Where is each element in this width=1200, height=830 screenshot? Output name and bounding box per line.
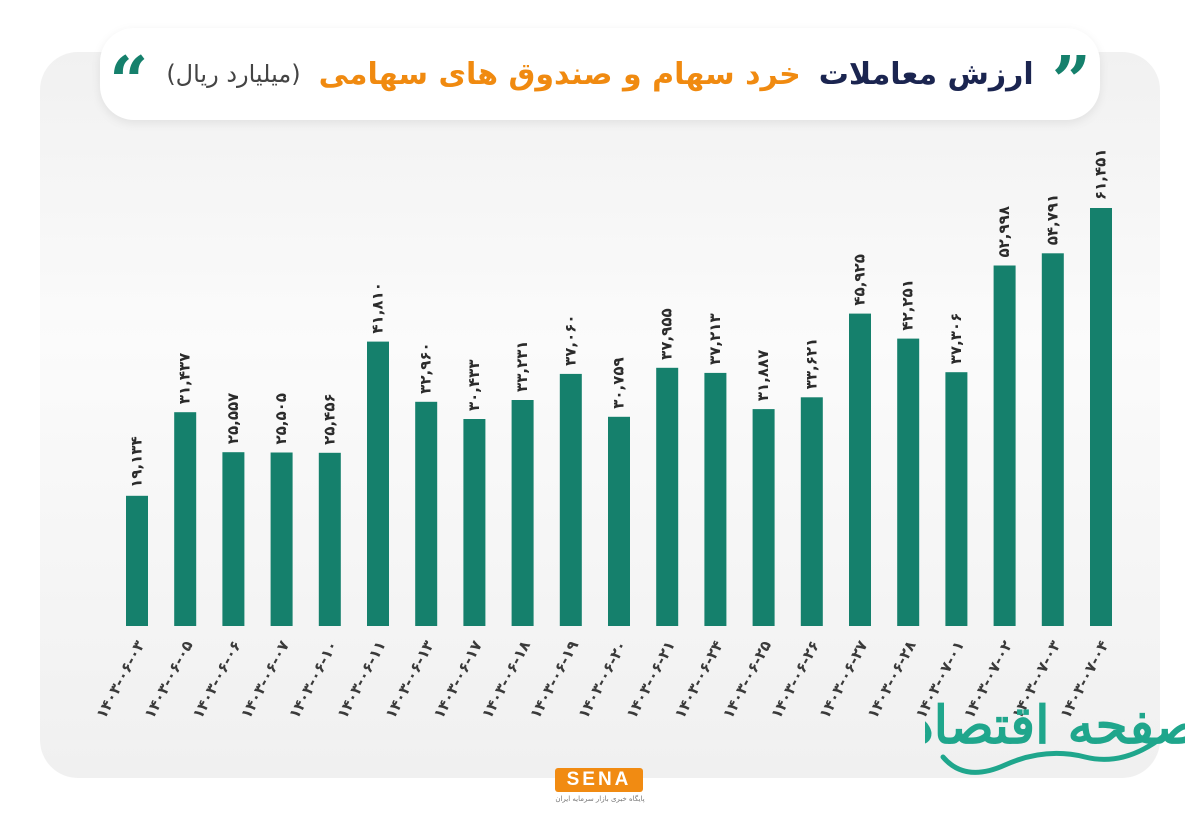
bar-19 <box>993 265 1016 626</box>
value-label: ۵۴,۷۹۱ <box>1043 194 1061 245</box>
watermark: صفحه اقتصاد <box>925 695 1185 775</box>
bar-21 <box>1090 208 1112 626</box>
category-label: ۱۴۰۳-۰۶-۰۳ <box>92 638 148 722</box>
category-label: ۱۴۰۳-۰۶-۰۵ <box>141 638 197 722</box>
value-label: ۲۵,۵۰۵ <box>272 393 290 444</box>
bar-17 <box>897 338 920 626</box>
bar-9 <box>511 400 534 626</box>
sena-subtitle: پایگاه خبری بازار سرمایه ایران <box>555 795 645 803</box>
value-label: ۴۵,۹۲۵ <box>851 254 869 305</box>
bar-5 <box>318 452 341 626</box>
value-label: ۴۲,۲۵۱ <box>899 279 917 330</box>
bar-10 <box>559 373 582 626</box>
category-label: ۱۴۰۳-۰۶-۲۴ <box>671 638 727 722</box>
category-label: ۱۴۰۳-۰۶-۲۶ <box>767 638 823 722</box>
value-label: ۳۰,۴۳۳ <box>465 360 483 411</box>
category-label: ۱۴۰۳-۰۶-۰۶ <box>189 638 245 722</box>
category-label: ۱۴۰۳-۰۶-۱۸ <box>478 638 534 722</box>
value-label: ۳۷,۹۵۵ <box>658 308 676 359</box>
value-label: ۲۵,۴۵۶ <box>320 393 338 444</box>
value-label: ۳۳,۶۲۱ <box>802 338 820 389</box>
value-label: ۳۱,۴۳۷ <box>176 353 194 404</box>
watermark-text: صفحه اقتصاد <box>925 695 1185 756</box>
bar-18 <box>945 372 968 626</box>
bar-15 <box>800 397 823 626</box>
value-label: ۳۳,۲۳۱ <box>513 340 531 391</box>
value-label: ۲۵,۵۵۷ <box>224 393 242 444</box>
category-label: ۱۴۰۳-۰۶-۲۸ <box>864 638 920 722</box>
bar-6 <box>367 341 389 626</box>
bar-13 <box>704 372 727 626</box>
title-part2: خرد سهام و صندوق های سهامی <box>318 56 801 92</box>
title-box: ” ارزش معاملات خرد سهام و صندوق های سهام… <box>100 28 1100 120</box>
bar-14 <box>752 409 775 626</box>
category-label: ۱۴۰۳-۰۶-۲۱ <box>623 638 679 722</box>
bar-12 <box>656 367 679 626</box>
value-label: ۳۷,۲۱۳ <box>706 313 724 364</box>
title-row: ” ارزش معاملات خرد سهام و صندوق های سهام… <box>100 48 1100 116</box>
category-label: ۱۴۰۳-۰۶-۰۷ <box>237 638 293 722</box>
value-label: ۳۲,۹۶۰ <box>417 342 435 393</box>
category-label: ۱۴۰۳-۰۶-۱۰ <box>285 638 341 722</box>
value-label: ۵۲,۹۹۸ <box>995 206 1013 257</box>
category-label: ۱۴۰۳-۰۶-۲۰ <box>574 638 630 722</box>
value-label: ۶۱,۴۵۱ <box>1092 149 1110 200</box>
value-label: ۳۷,۳۰۶ <box>947 313 965 364</box>
title-part1: ارزش معاملات <box>818 56 1034 92</box>
bar-11 <box>608 416 630 626</box>
unit-label: (میلیارد ریال) <box>166 60 301 88</box>
value-label: ۳۷,۰۶۰ <box>561 314 579 365</box>
sena-logo-block: SENA پایگاه خبری بازار سرمایه ایران <box>555 768 645 812</box>
bar-16 <box>849 313 871 626</box>
bar-1 <box>126 495 148 626</box>
value-label: ۴۱,۸۱۰ <box>369 282 387 333</box>
category-label: ۱۴۰۳-۰۶-۱۱ <box>333 638 389 722</box>
value-label: ۱۹,۱۳۴ <box>128 436 146 487</box>
bar-4 <box>270 452 293 626</box>
chart-panel <box>40 52 1160 778</box>
bar-20 <box>1041 253 1064 627</box>
value-label: ۳۱,۸۸۷ <box>754 350 772 401</box>
category-label: ۱۴۰۳-۰۶-۱۹ <box>526 638 582 722</box>
bar-8 <box>463 419 486 626</box>
value-label: ۳۰,۷۵۹ <box>610 357 628 408</box>
category-label: ۱۴۰۳-۰۶-۱۷ <box>430 638 486 722</box>
watermark-swash <box>940 732 1168 775</box>
bar-2 <box>174 412 197 626</box>
category-label: ۱۴۰۳-۰۶-۲۵ <box>719 638 775 722</box>
category-label: ۱۴۰۳-۰۶-۱۳ <box>382 638 438 722</box>
sena-logo: SENA <box>555 768 643 792</box>
bar-3 <box>222 452 245 626</box>
bar-7 <box>415 401 438 626</box>
category-label: ۱۴۰۳-۰۶-۲۷ <box>815 638 871 722</box>
